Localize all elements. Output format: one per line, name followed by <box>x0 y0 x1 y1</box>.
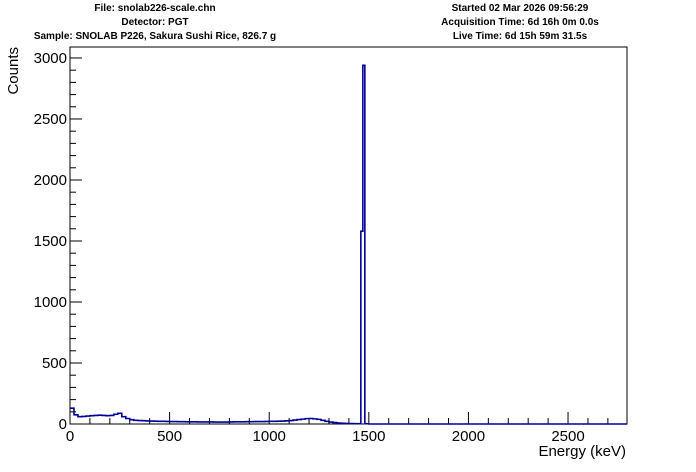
y-tick-label: 500 <box>42 355 67 372</box>
acquisition-time-label: Acquisition Time: 6d 16h 0m 0.0s <box>441 17 599 28</box>
sample-label: Sample: SNOLAB P226, Sakura Sushi Rice, … <box>33 31 277 42</box>
x-tick-label: 1500 <box>352 428 385 445</box>
y-tick-label: 1500 <box>34 233 67 250</box>
y-tick-label: 2500 <box>34 111 67 128</box>
y-tick-label: 2000 <box>34 172 67 189</box>
x-tick-label: 0 <box>66 428 74 445</box>
y-tick-label: 0 <box>59 416 67 433</box>
spectrum-line <box>70 64 627 425</box>
plot-frame <box>69 46 628 425</box>
detector-label: Detector: PGT <box>121 17 189 28</box>
x-tick-label: 2500 <box>551 428 584 445</box>
started-label: Started 02 Mar 2026 09:56:29 <box>451 3 589 14</box>
x-tick-label: 2000 <box>452 428 485 445</box>
x-axis-label: Energy (keV) <box>538 443 626 460</box>
y-tick-label: 3000 <box>34 50 67 67</box>
y-axis-label: Counts <box>5 47 22 95</box>
live-time-label: Live Time: 6d 15h 59m 31.5s <box>452 31 588 42</box>
x-tick-label: 500 <box>157 428 182 445</box>
x-tick-label: 1000 <box>253 428 286 445</box>
file-label: File: snolab226-scale.chn <box>94 3 216 14</box>
y-tick-label: 1000 <box>34 294 67 311</box>
